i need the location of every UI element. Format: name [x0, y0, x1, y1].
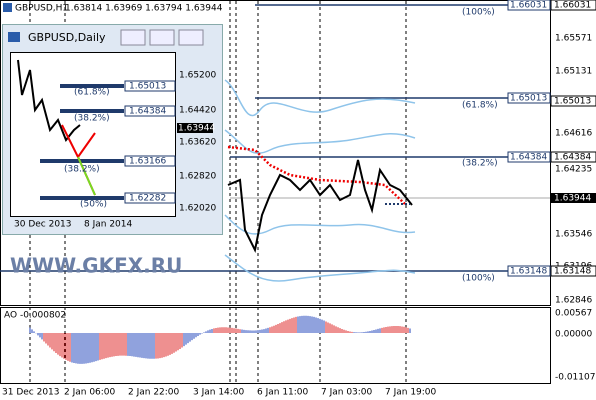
price-tag: 1.63944: [554, 194, 591, 204]
price-label: 1.62846: [555, 296, 592, 306]
indicator-label: AO -0.000802: [4, 311, 66, 321]
inset-price-label: 1.65200: [179, 71, 216, 81]
time-axis: 31 Dec 2013 2 Jan 06:00 2 Jan 22:00 3 Ja…: [2, 388, 437, 398]
price-label: 1.65571: [555, 34, 592, 44]
inset-tag: 1.64384: [129, 107, 166, 117]
inset-fib-label: (38.2%): [64, 165, 100, 175]
indicator-axis-label: -0.01107: [555, 373, 595, 383]
time-label: 6 Jan 11:00: [257, 388, 309, 398]
close-button[interactable]: [178, 29, 204, 46]
price-axis: 1.65571 1.65131 1.64616 1.64235 1.63546 …: [550, 0, 596, 306]
inset-tag: 1.63944: [178, 124, 215, 134]
ao-histogram: [29, 315, 411, 364]
symbol-icon: [3, 3, 12, 12]
watermark: WWW.GKFX.RU: [10, 254, 182, 278]
inset-tag: 1.63166: [129, 157, 166, 167]
fib-tag: 1.66031: [510, 1, 547, 11]
price-label: 1.63546: [555, 230, 592, 240]
time-label: 3 Jan 14:00: [193, 388, 245, 398]
inset-date: 30 Dec 2013: [14, 220, 72, 230]
indicator-pane: [0, 307, 551, 384]
fibo-lines: [0, 4, 550, 272]
price-tag: 1.64384: [554, 153, 591, 163]
inset-fib-label: (50%): [80, 200, 107, 210]
inset-fib-label: (38.2%): [74, 114, 110, 124]
time-label: 7 Jan 03:00: [321, 388, 373, 398]
price-label: 1.65131: [555, 67, 592, 77]
inset-price-label: 1.62020: [179, 204, 216, 214]
inset-fib-label: (61.8%): [74, 88, 110, 98]
ohlc: 1.63814 1.63969 1.63794 1.63944: [65, 4, 223, 14]
indicator-axis-label: 0.00567: [555, 309, 592, 319]
inset-price-label: 1.64420: [179, 106, 216, 116]
inset-date: 8 Jan 2014: [84, 220, 132, 230]
price-candles: [227, 159, 413, 254]
inset-tag: 1.65013: [129, 82, 166, 92]
price-label: 1.64235: [555, 165, 592, 175]
price-tag: 1.63148: [554, 267, 591, 277]
time-label: 7 Jan 19:00: [385, 388, 437, 398]
fib-label: (61.8%): [462, 101, 498, 111]
inset-price-label: 1.62820: [179, 172, 216, 182]
fib-label: (100%): [462, 274, 495, 284]
fib-label: (100%): [462, 8, 495, 18]
time-label: 2 Jan 06:00: [64, 388, 116, 398]
price-label: 1.64616: [555, 129, 592, 139]
fib-label: (38.2%): [462, 159, 498, 169]
inset-window: GBPUSD,Daily (61.8%) (38.2%) (38.2%) (50…: [2, 24, 223, 235]
price-tag: 1.66031: [554, 1, 591, 11]
inset-title: GBPUSD,Daily: [28, 31, 106, 44]
time-label: 31 Dec 2013: [2, 388, 60, 398]
minimize-button[interactable]: [120, 29, 146, 46]
inset-tag: 1.62282: [129, 194, 166, 204]
moving-average: [227, 145, 406, 205]
symbol: GBPUSD,H1: [15, 4, 68, 14]
fib-tag: 1.65013: [510, 94, 547, 104]
time-label: 2 Jan 22:00: [128, 388, 180, 398]
maximize-button[interactable]: [149, 29, 175, 46]
envelopes: [224, 79, 416, 282]
fib-tag: 1.64384: [510, 153, 547, 163]
price-tag: 1.65013: [554, 97, 591, 107]
indicator-axis-label: 0.00000: [555, 330, 592, 340]
fib-tags: 1.66031 1.65013 1.64384 1.63148: [507, 0, 551, 277]
fib-tag: 1.63148: [510, 267, 547, 277]
inset-price-label: 1.63620: [179, 138, 216, 148]
